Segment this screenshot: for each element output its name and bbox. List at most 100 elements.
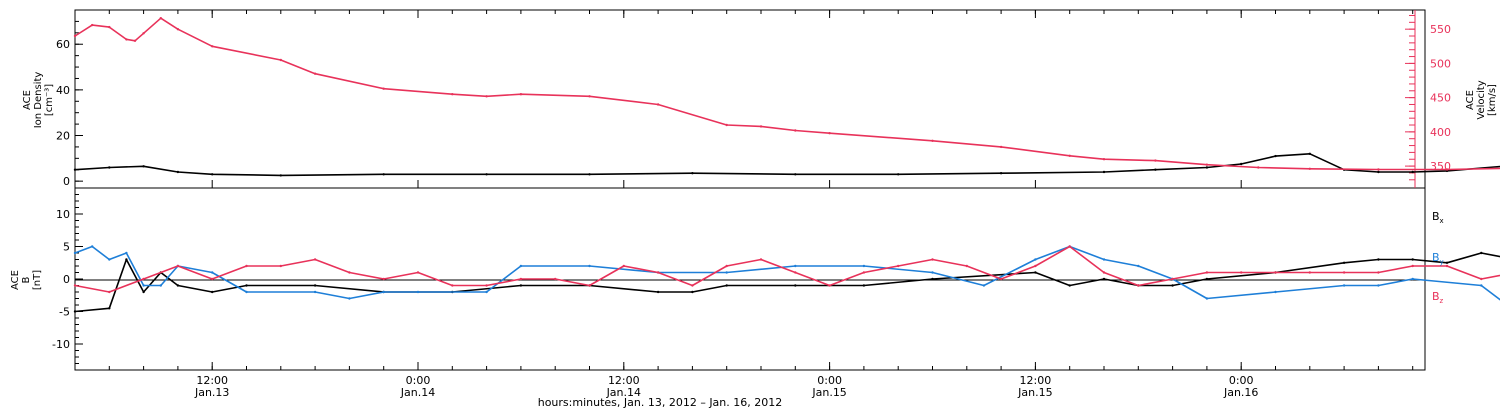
velocity-tick-label: 400 [1430,126,1451,139]
velocity-axis-title-line3: [km/s] [1487,84,1498,116]
bz-series-point [245,264,248,268]
velocity-series-point [999,145,1003,149]
bx-series-point [862,284,866,287]
velocity-series-point [382,87,385,90]
bz-series-point [108,290,111,294]
density-series-point [1154,168,1157,171]
bz-series-point [931,258,934,261]
velocity-axis-title-line2: Velocity [1476,80,1487,119]
b-tick-label: 0 [63,273,70,286]
bz-series-point [862,271,866,274]
by-series-point [519,264,523,268]
bz-series-point [73,284,77,287]
by-series-point [125,251,128,255]
by-series-point [73,251,77,255]
velocity-series-point [159,17,162,20]
bx-series-point [1445,261,1449,264]
bx-series-point [1377,258,1380,261]
velocity-series-point [313,72,317,75]
density-series-point [1205,166,1209,169]
bz-series-point [1240,271,1243,274]
bx-series-point [1342,261,1346,264]
density-series-point [1308,152,1312,155]
velocity-series-point [108,25,111,29]
b-tick-label: -10 [52,338,70,351]
density-series-point [279,174,282,177]
by-series-point [159,284,162,287]
bz-series-point [1411,264,1414,268]
b-tick-label: 5 [63,241,70,254]
velocity-series-point [485,95,488,98]
velocity-series-point [176,28,180,31]
bz-series-point [519,277,523,281]
b-axis-title-line2: B [21,276,32,283]
velocity-series-point [1205,163,1209,166]
bz-series-point [176,264,180,268]
density-series-point [1240,162,1243,166]
by-series-point [108,258,111,261]
x-tick-date: Jan.14 [606,386,641,399]
bx-series-point [245,284,248,287]
x-tick-date: Jan.15 [811,386,846,399]
bz-series-point [725,264,728,268]
by-series-point [313,290,317,294]
bz-series-point [622,264,625,268]
bx-series-point [176,284,180,287]
density-series-point [588,173,591,176]
density-tick-label: 60 [56,38,70,51]
density-tick-label: 0 [63,175,70,188]
bx-series-point [725,284,728,287]
bx-series-point [1411,258,1414,261]
density-series-point [794,173,797,176]
bx-series-point [73,310,77,313]
velocity-series-point [125,38,128,41]
velocity-series-point [451,93,454,96]
velocity-series-point [1257,166,1260,169]
by-series-point [1411,277,1414,281]
x-tick-date: Jan.16 [1223,386,1258,399]
bz-series-point [1377,271,1380,274]
velocity-axis-title-line1: ACE [1465,90,1476,110]
by-series-point [982,284,986,287]
b-tick-label: 10 [56,208,70,221]
by-series [74,245,1500,301]
density-series-point [1377,170,1380,174]
bz-series-point [588,284,591,287]
velocity-series-point [91,23,94,27]
velocity-series-point [133,39,137,42]
density-series-point [897,173,900,176]
bz-series-point [485,284,488,287]
bz-series-point [554,277,557,281]
x-tick-time: 12:00 [196,374,228,387]
velocity-series-point [656,103,660,106]
by-series-point [1274,290,1277,294]
x-tick-date: Jan.13 [194,386,229,399]
bz-series-point [897,264,900,268]
by-series-point [245,290,248,294]
by-series-point [1034,258,1037,261]
bx-series-point [1102,277,1106,281]
density-series-point [142,165,145,168]
bz-series-point [1034,264,1037,268]
x-axis-title: hours:minutes, Jan. 13, 2012 – Jan. 16, … [538,396,783,409]
density-series-point [1411,170,1414,174]
bx-series-point [142,290,145,294]
x-tick-date: Jan.14 [400,386,435,399]
bz-series-point [1342,271,1346,274]
bz-series-point [211,277,214,281]
velocity-series [74,17,1500,171]
velocity-series-point [1308,167,1312,170]
by-series-point [1480,284,1483,287]
by-series-point [725,271,728,274]
legend-by: By [1432,251,1444,266]
density-series-point [108,166,111,169]
bz-series-point [656,271,660,274]
velocity-series-point [1445,168,1449,171]
by-series-point [348,297,351,300]
velocity-series-point [794,129,797,132]
bz-series-point [142,277,145,281]
velocity-series-point [73,34,77,38]
by-series-point [382,290,385,294]
bx-series-point [519,284,523,287]
b-axis-title-line1: ACE [10,270,21,290]
